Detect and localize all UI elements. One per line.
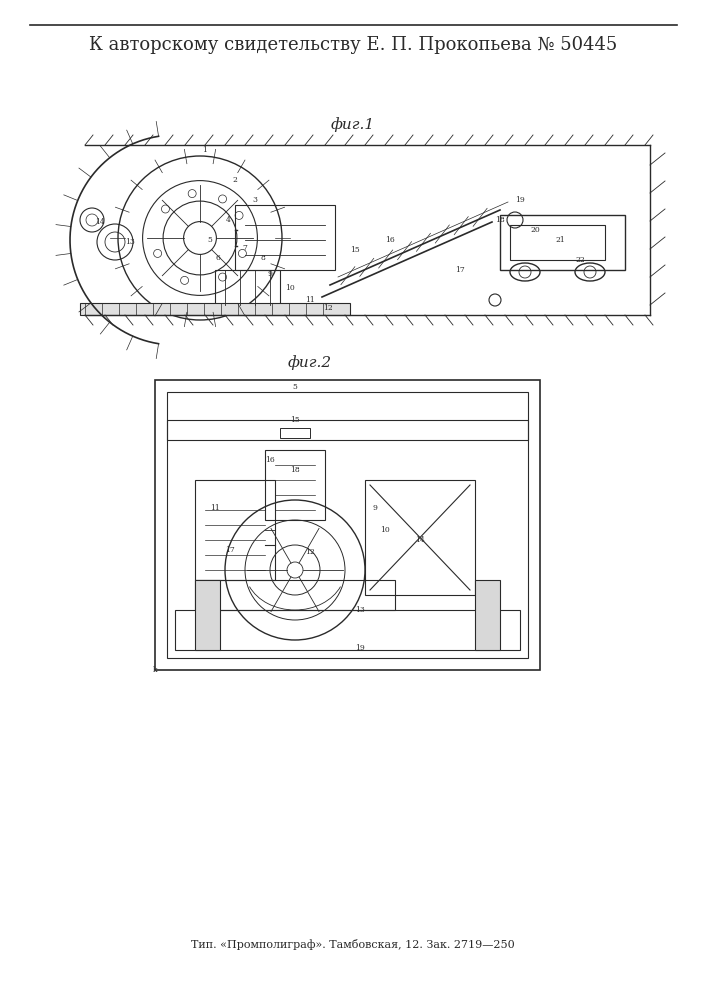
Text: 17: 17 bbox=[455, 266, 465, 274]
Text: k: k bbox=[153, 666, 157, 674]
Bar bbox=[365, 480, 475, 595]
Text: 14: 14 bbox=[415, 536, 425, 544]
Text: 14: 14 bbox=[95, 218, 105, 226]
Text: 10: 10 bbox=[285, 284, 295, 292]
Text: 1: 1 bbox=[203, 146, 207, 154]
Text: 11: 11 bbox=[210, 504, 220, 512]
Text: 8: 8 bbox=[261, 254, 265, 262]
Text: фиг.1: фиг.1 bbox=[331, 118, 375, 132]
Bar bbox=[280, 428, 310, 438]
Bar bbox=[195, 580, 220, 650]
Bar bbox=[215, 270, 280, 305]
Text: 21: 21 bbox=[555, 236, 565, 244]
Text: 13: 13 bbox=[355, 606, 365, 614]
Text: К авторскому свидетельству Е. П. Прокопьева № 50445: К авторскому свидетельству Е. П. Прокопь… bbox=[89, 36, 617, 54]
Bar bbox=[235, 205, 335, 270]
Text: 2: 2 bbox=[233, 176, 238, 184]
Text: 3: 3 bbox=[252, 196, 257, 204]
Text: 13: 13 bbox=[125, 238, 135, 246]
Bar bbox=[195, 480, 275, 580]
Bar bbox=[265, 450, 325, 520]
Text: 20: 20 bbox=[530, 226, 540, 234]
Text: 9: 9 bbox=[267, 270, 272, 278]
Text: 19: 19 bbox=[515, 196, 525, 204]
Text: 4: 4 bbox=[226, 216, 230, 224]
Bar bbox=[167, 392, 528, 658]
Text: 10: 10 bbox=[380, 526, 390, 534]
Text: 12: 12 bbox=[305, 548, 315, 556]
Text: 9: 9 bbox=[373, 504, 378, 512]
Text: 22: 22 bbox=[575, 256, 585, 264]
Bar bbox=[155, 380, 540, 670]
Text: 6: 6 bbox=[216, 254, 221, 262]
Bar bbox=[510, 225, 605, 260]
Bar bbox=[195, 580, 395, 610]
Text: 5: 5 bbox=[208, 236, 212, 244]
Bar bbox=[175, 610, 520, 650]
Text: 16: 16 bbox=[265, 456, 275, 464]
Text: 5: 5 bbox=[293, 383, 298, 391]
Text: 17: 17 bbox=[225, 546, 235, 554]
Text: 16: 16 bbox=[385, 236, 395, 244]
Text: фиг.2: фиг.2 bbox=[288, 356, 332, 370]
Text: 18: 18 bbox=[495, 216, 505, 224]
Bar bbox=[167, 420, 528, 440]
Bar bbox=[80, 303, 350, 315]
Text: 18: 18 bbox=[290, 466, 300, 474]
Text: Тип. «Промполиграф». Тамбовская, 12. Зак. 2719—250: Тип. «Промполиграф». Тамбовская, 12. Зак… bbox=[191, 940, 515, 950]
Text: 15: 15 bbox=[290, 416, 300, 424]
Text: 15: 15 bbox=[350, 246, 360, 254]
Text: 7: 7 bbox=[243, 244, 247, 252]
Text: 12: 12 bbox=[323, 304, 333, 312]
Text: 11: 11 bbox=[305, 296, 315, 304]
Text: 19: 19 bbox=[355, 644, 365, 652]
Bar bbox=[500, 215, 625, 270]
Bar bbox=[475, 580, 500, 650]
